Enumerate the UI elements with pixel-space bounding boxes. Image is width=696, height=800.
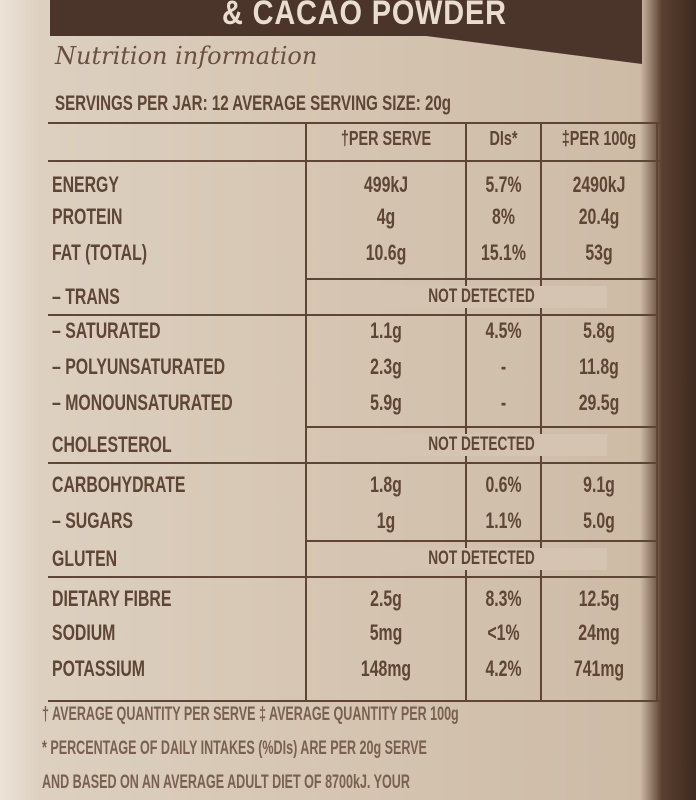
per-100g-value: 12.5g: [578, 586, 620, 611]
servings-info: SERVINGS PER JAR: 12 AVERAGE SERVING SIZ…: [55, 92, 452, 115]
per-100g-value: 53g: [585, 240, 613, 265]
not-detected: NOT DETECTED: [355, 548, 608, 570]
column-divider: [305, 122, 307, 700]
di-value: 15.1%: [481, 240, 526, 265]
di-value: <1%: [487, 620, 520, 645]
row-label: GLUTEN: [52, 546, 118, 571]
row-label: ENERGY: [52, 172, 119, 197]
row-label: DIETARY FIBRE: [52, 586, 172, 611]
row-label: – MONOUNSATURATED: [52, 390, 233, 415]
row-line: [305, 462, 658, 464]
di-value: 4.5%: [485, 318, 522, 343]
per-serve-value: 1g: [376, 508, 396, 533]
per-serve-value: 148mg: [360, 656, 412, 681]
per-serve-value: 2.3g: [370, 354, 402, 379]
column-header: ‡PER 100g: [561, 128, 637, 150]
row-label: CHOLESTEROL: [52, 432, 172, 457]
per-serve-value: 1.1g: [370, 318, 402, 343]
per-100g-value: 5.0g: [583, 508, 615, 533]
per-100g-value: 20.4g: [578, 204, 620, 229]
per-serve-value: 499kJ: [363, 172, 409, 197]
per-100g-value: 2490kJ: [572, 172, 626, 197]
banner-curve: [380, 30, 642, 64]
not-detected: NOT DETECTED: [355, 286, 608, 308]
row-label: FAT (TOTAL): [52, 240, 148, 265]
row-label: – SUGARS: [52, 508, 133, 533]
di-value: 8.3%: [485, 586, 522, 611]
column-divider: [656, 122, 658, 700]
row-line: [305, 540, 658, 542]
per-serve-value: 10.6g: [365, 240, 407, 265]
per-serve-value: 4g: [376, 204, 396, 229]
header-top-line: [48, 122, 660, 124]
per-100g-value: 29.5g: [578, 390, 620, 415]
row-label: CARBOHYDRATE: [52, 472, 186, 497]
column-divider: [540, 122, 542, 700]
di-value: -: [500, 390, 507, 415]
per-100g-value: 11.8g: [579, 354, 619, 379]
row-line: [305, 278, 658, 280]
footnote-line: † AVERAGE QUANTITY PER SERVE ‡ AVERAGE Q…: [42, 704, 459, 725]
per-100g-value: 24mg: [578, 620, 620, 645]
per-serve-value: 2.5g: [370, 586, 402, 611]
nutrition-title: Nutrition information: [55, 42, 318, 70]
banner-text: & CACAO POWDER: [222, 0, 507, 32]
column-header: DIs*: [489, 128, 518, 150]
column-divider: [465, 122, 467, 700]
row-label: SODIUM: [52, 620, 116, 645]
di-value: 4.2%: [485, 656, 522, 681]
row-line: [305, 426, 658, 428]
product-banner: & CACAO POWDER: [50, 0, 642, 36]
di-value: 1.1%: [485, 508, 522, 533]
row-label: – TRANS: [52, 284, 120, 309]
header-bottom-line: [48, 160, 660, 162]
footnote-line: AND BASED ON AN AVERAGE ADULT DIET OF 87…: [42, 772, 410, 793]
di-value: 0.6%: [485, 472, 522, 497]
not-detected: NOT DETECTED: [355, 434, 608, 456]
row-line: [48, 576, 305, 578]
per-serve-value: 5mg: [369, 620, 403, 645]
row-line: [305, 314, 658, 316]
per-100g-value: 9.1g: [583, 472, 615, 497]
row-line: [48, 314, 305, 316]
per-serve-value: 1.8g: [370, 472, 402, 497]
row-label: – SATURATED: [52, 318, 161, 343]
row-line: [48, 462, 305, 464]
per-100g-value: 5.8g: [583, 318, 615, 343]
row-line: [305, 576, 658, 578]
di-value: 8%: [492, 204, 515, 229]
column-header: †PER SERVE: [340, 128, 432, 150]
table-bottom-line: [48, 700, 660, 702]
per-serve-value: 5.9g: [370, 390, 402, 415]
row-label: PROTEIN: [52, 204, 123, 229]
di-value: -: [500, 354, 507, 379]
footnote-line: * PERCENTAGE OF DAILY INTAKES (%DIs) ARE…: [42, 738, 427, 759]
row-label: POTASSIUM: [52, 656, 145, 681]
di-value: 5.7%: [485, 172, 522, 197]
per-100g-value: 741mg: [573, 656, 625, 681]
row-label: – POLYUNSATURATED: [52, 354, 226, 379]
